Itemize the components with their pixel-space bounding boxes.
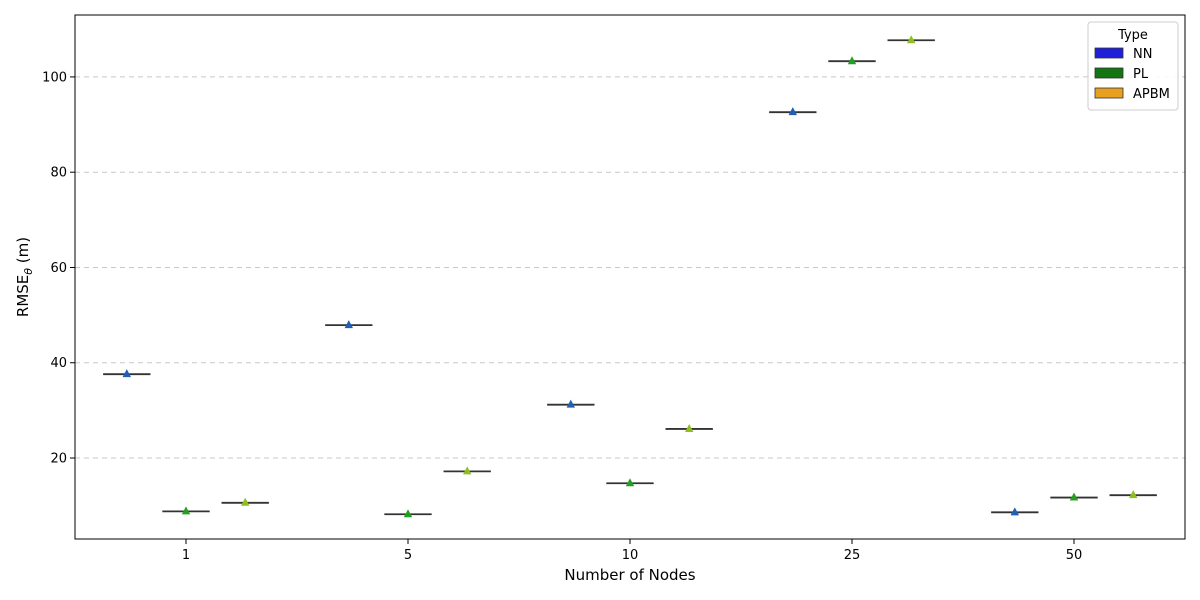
x-axis-label: Number of Nodes — [564, 566, 695, 584]
y-axis: 20 40 60 80 100 — [42, 70, 75, 467]
x-tick-label-10: 10 — [622, 548, 639, 563]
box-marks — [103, 35, 1157, 518]
legend-label-PL: PL — [1133, 67, 1149, 82]
y-tick-label-60: 60 — [50, 261, 67, 276]
legend-swatch-PL — [1094, 67, 1124, 79]
legend-title: Type — [1117, 28, 1148, 43]
mean-marker-PL-25 — [847, 56, 857, 65]
plot-frame — [74, 14, 1186, 540]
mean-marker-NN-50 — [1010, 507, 1019, 516]
mean-marker-PL-50 — [1069, 492, 1079, 501]
y-axis-label: RMSEθ (m) — [14, 237, 35, 317]
mean-marker-NN-10 — [566, 399, 575, 408]
y-tick-label-40: 40 — [50, 356, 67, 371]
x-tick-label-25: 25 — [844, 548, 861, 563]
mean-marker-APBM-25 — [907, 35, 916, 44]
y-axis-label-main: RMSE — [14, 275, 32, 317]
mean-marker-APBM-5 — [463, 466, 472, 475]
x-axis: 1 5 10 25 50 — [182, 539, 1082, 563]
legend-label-APBM: APBM — [1133, 87, 1170, 102]
legend-items: NN PL APBM — [1094, 47, 1170, 102]
legend-label-NN: NN — [1133, 47, 1152, 62]
x-tick-label-50: 50 — [1066, 548, 1083, 563]
mean-marker-APBM-1 — [241, 497, 250, 506]
mean-marker-NN-1 — [122, 369, 131, 378]
mean-marker-APBM-10 — [685, 423, 694, 432]
mean-marker-NN-25 — [788, 107, 797, 116]
legend-swatch-APBM — [1094, 87, 1124, 99]
legend: Type NN PL APBM — [1087, 21, 1179, 111]
y-tick-label-20: 20 — [50, 452, 67, 467]
x-tick-label-1: 1 — [182, 548, 190, 563]
y-axis-label-subscript: θ — [22, 268, 35, 275]
gridlines — [75, 76, 1185, 459]
y-axis-label-unit: (m) — [14, 237, 32, 268]
y-tick-label-80: 80 — [50, 166, 67, 181]
legend-swatch-NN — [1094, 47, 1124, 59]
x-tick-label-5: 5 — [404, 548, 412, 563]
mean-marker-PL-1 — [181, 506, 191, 515]
mean-marker-NN-5 — [344, 320, 353, 329]
y-tick-label-100: 100 — [42, 70, 67, 85]
mean-marker-PL-5 — [403, 509, 413, 518]
mean-marker-APBM-50 — [1129, 490, 1138, 499]
mean-marker-PL-10 — [625, 478, 635, 487]
